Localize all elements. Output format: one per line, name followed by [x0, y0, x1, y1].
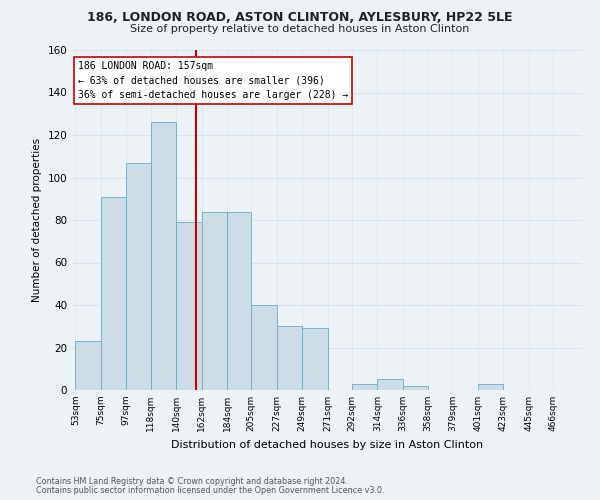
- Bar: [176, 222, 202, 390]
- Bar: [101, 196, 127, 390]
- Y-axis label: Number of detached properties: Number of detached properties: [32, 138, 42, 302]
- Bar: [277, 326, 302, 390]
- Text: Contains public sector information licensed under the Open Government Licence v3: Contains public sector information licen…: [36, 486, 385, 495]
- Bar: [403, 386, 428, 390]
- Text: Size of property relative to detached houses in Aston Clinton: Size of property relative to detached ho…: [130, 24, 470, 34]
- Text: 186, LONDON ROAD, ASTON CLINTON, AYLESBURY, HP22 5LE: 186, LONDON ROAD, ASTON CLINTON, AYLESBU…: [87, 11, 513, 24]
- Text: Contains HM Land Registry data © Crown copyright and database right 2024.: Contains HM Land Registry data © Crown c…: [36, 477, 348, 486]
- Bar: [302, 328, 328, 390]
- Bar: [352, 384, 377, 390]
- Bar: [151, 122, 176, 390]
- Bar: [251, 305, 277, 390]
- Bar: [127, 162, 151, 390]
- Bar: [227, 212, 251, 390]
- Bar: [76, 341, 101, 390]
- Text: 186 LONDON ROAD: 157sqm
← 63% of detached houses are smaller (396)
36% of semi-d: 186 LONDON ROAD: 157sqm ← 63% of detache…: [78, 60, 348, 100]
- Bar: [377, 380, 403, 390]
- Bar: [202, 212, 227, 390]
- X-axis label: Distribution of detached houses by size in Aston Clinton: Distribution of detached houses by size …: [171, 440, 483, 450]
- Bar: [478, 384, 503, 390]
